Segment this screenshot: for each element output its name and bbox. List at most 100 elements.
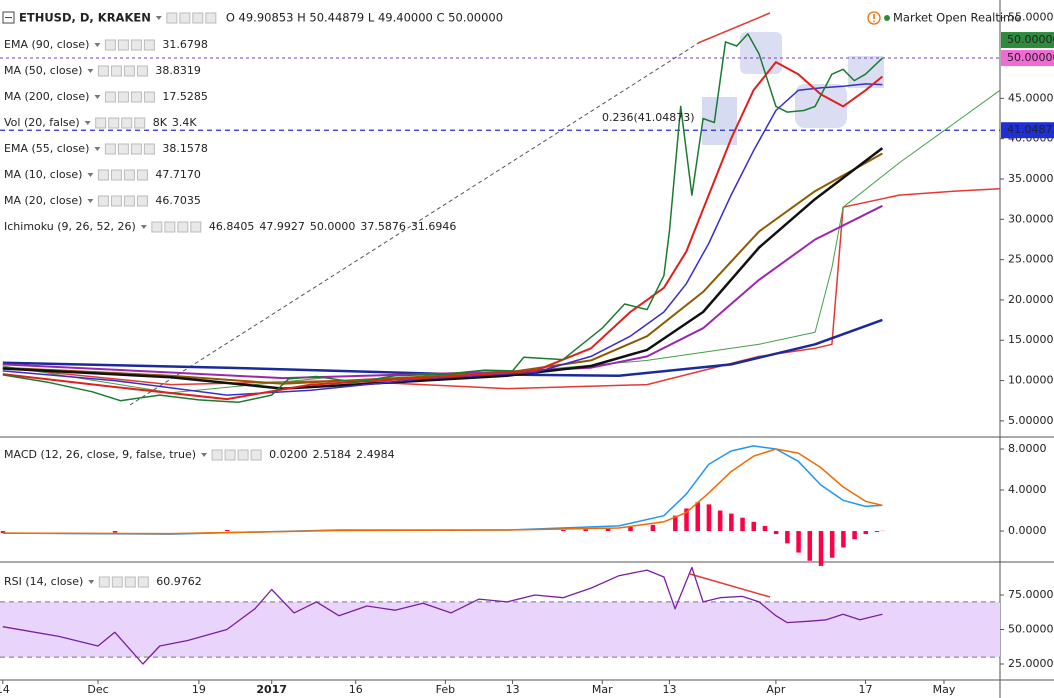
indicator-button[interactable]	[98, 576, 110, 588]
dropdown-arrow[interactable]	[87, 173, 94, 177]
indicator-button[interactable]	[151, 221, 163, 233]
y-tick-label: 25.0000	[1008, 657, 1054, 670]
x-tick-label: 16	[349, 683, 363, 696]
x-tick-label: 19	[192, 683, 206, 696]
histogram-bar	[561, 530, 566, 532]
indicator-button[interactable]	[130, 39, 142, 51]
histogram-bar	[628, 526, 633, 532]
indicator-button[interactable]	[166, 12, 178, 24]
indicator-button[interactable]	[237, 449, 249, 461]
indicator-name[interactable]: EMA (55, close)	[4, 142, 89, 155]
indicator-button[interactable]	[97, 65, 109, 77]
indicator-button[interactable]	[104, 143, 116, 155]
indicator-button[interactable]	[130, 91, 142, 103]
indicator-value: 47.9927	[259, 220, 305, 233]
indicator-button[interactable]	[130, 143, 142, 155]
dropdown-arrow[interactable]	[94, 43, 101, 47]
x-tick-label: Mar	[592, 683, 613, 696]
dropdown-arrow[interactable]	[140, 225, 147, 229]
indicator-value: 37.5876	[360, 220, 406, 233]
series-line	[2, 83, 883, 396]
indicator-button[interactable]	[177, 221, 189, 233]
warning-icon[interactable]	[867, 11, 881, 25]
indicator-button[interactable]	[117, 91, 129, 103]
divergence-line	[689, 573, 771, 598]
collapse-icon[interactable]	[2, 11, 15, 24]
indicator-button[interactable]	[104, 91, 116, 103]
indicator-button[interactable]	[137, 576, 149, 588]
indicator-name[interactable]: RSI (14, close)	[4, 575, 83, 588]
indicator-button[interactable]	[110, 195, 122, 207]
histogram-bar	[650, 524, 656, 532]
series-line	[2, 89, 1001, 394]
indicator-button[interactable]	[97, 195, 109, 207]
x-tick-label: Feb	[436, 683, 455, 696]
dropdown-arrow[interactable]	[87, 199, 94, 203]
indicator-button[interactable]	[117, 143, 129, 155]
indicator-button[interactable]	[164, 221, 176, 233]
histogram-bar	[224, 530, 230, 532]
indicator-name[interactable]: EMA (90, close)	[4, 38, 89, 51]
indicator-button[interactable]	[224, 449, 236, 461]
indicator-name[interactable]: MA (10, close)	[4, 168, 82, 181]
histogram-bar	[762, 525, 768, 532]
indicator-button[interactable]	[110, 65, 122, 77]
dropdown-arrow[interactable]	[94, 147, 101, 151]
indicator-button[interactable]	[136, 65, 148, 77]
y-tick-label: 25.00000	[1008, 253, 1054, 266]
indicator-button[interactable]	[110, 169, 122, 181]
dropdown-arrow[interactable]	[84, 121, 91, 125]
series-line	[2, 147, 884, 390]
indicator-name[interactable]: MA (200, close)	[4, 90, 89, 103]
dropdown-arrow[interactable]	[201, 453, 208, 457]
x-tick-label: 13	[662, 683, 676, 696]
indicator-button[interactable]	[179, 12, 191, 24]
indicator-button[interactable]	[143, 143, 155, 155]
indicator-button[interactable]	[190, 221, 202, 233]
histogram-bar	[717, 510, 723, 532]
series-line	[2, 33, 883, 404]
indicator-button[interactable]	[205, 12, 217, 24]
histogram-bar	[863, 531, 869, 535]
indicator-button[interactable]	[136, 169, 148, 181]
indicator-button[interactable]	[250, 449, 262, 461]
y-tick-label: 75.0000	[1008, 588, 1054, 601]
indicator-button[interactable]	[123, 195, 135, 207]
indicator-name[interactable]: Ichimoku (9, 26, 52, 26)	[4, 220, 136, 233]
indicator-button[interactable]	[117, 39, 129, 51]
indicator-name[interactable]: MACD (12, 26, close, 9, false, true)	[4, 448, 196, 461]
indicator-name[interactable]: Vol (20, false)	[4, 116, 80, 129]
indicator-value: 46.8405	[209, 220, 255, 233]
indicator-button[interactable]	[211, 449, 223, 461]
series-line	[2, 187, 1001, 390]
indicator-name[interactable]: MA (20, close)	[4, 194, 82, 207]
y-tick-label: 0.0000	[1008, 524, 1047, 537]
indicator-button[interactable]	[97, 169, 109, 181]
dropdown-arrow[interactable]	[94, 95, 101, 99]
indicator-button[interactable]	[134, 117, 146, 129]
x-tick-label: 17	[859, 683, 873, 696]
indicator-button[interactable]	[108, 117, 120, 129]
histogram-bar	[112, 531, 118, 533]
dropdown-arrow[interactable]	[155, 16, 162, 20]
indicator-button[interactable]	[143, 39, 155, 51]
dropdown-arrow[interactable]	[88, 580, 95, 584]
indicator-button[interactable]	[123, 169, 135, 181]
indicator-button[interactable]	[136, 195, 148, 207]
status-dot	[884, 15, 890, 21]
indicator-button[interactable]	[121, 117, 133, 129]
indicator-button[interactable]	[143, 91, 155, 103]
dropdown-arrow[interactable]	[87, 69, 94, 73]
indicator-button[interactable]	[95, 117, 107, 129]
indicator-name[interactable]: MA (50, close)	[4, 64, 82, 77]
indicator-button[interactable]	[124, 576, 136, 588]
indicator-button[interactable]	[111, 576, 123, 588]
y-tick-label: 5.00000	[1008, 414, 1054, 427]
indicator-button[interactable]	[104, 39, 116, 51]
indicator-button[interactable]	[123, 65, 135, 77]
y-tick-label: 10.00000	[1008, 374, 1054, 387]
x-tick-label: 13	[506, 683, 520, 696]
symbol-title: ETHUSD, D, KRAKEN	[19, 11, 151, 25]
indicator-button[interactable]	[192, 12, 204, 24]
